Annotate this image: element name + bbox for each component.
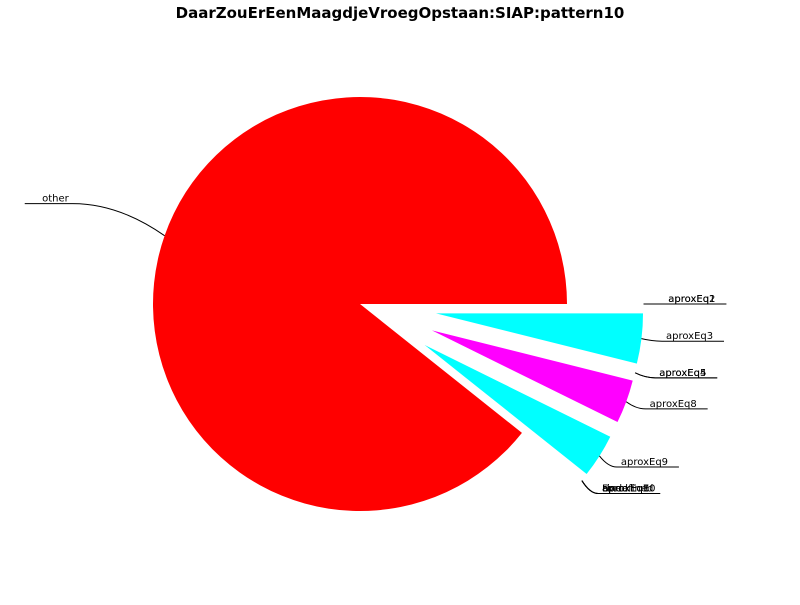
slice-label-undefined: Undefined (602, 484, 653, 495)
slice-label-aproxeq6: aproxEq6 (602, 484, 649, 495)
pie-slice-other (153, 96, 567, 511)
slice-label-aproxeq9: aproxEq9 (621, 457, 668, 468)
leader-line-aproxeq9 (599, 455, 679, 468)
pie-slice-aproxeq8 (431, 330, 633, 423)
slice-label-aproxeq10: aproxEq10 (602, 484, 656, 495)
leader-line-aproxeq3 (641, 338, 725, 342)
leader-line-aproxeq4 (634, 372, 718, 379)
leader-line-aproxeq10 (581, 480, 661, 495)
slice-label-aproxeq1: aproxEq1 (668, 294, 715, 305)
slice-label-aproxeq5: aproxEq5 (659, 368, 706, 379)
leader-line-other (24, 203, 165, 237)
slice-label-aproxeq7: aproxEq7 (602, 484, 649, 495)
slice-label-fixed: Fixed (602, 484, 628, 495)
slice-label-aproxeq8: aproxEq8 (650, 399, 697, 410)
pie-labels: otherFixedUndefinedaproxEq7aproxEq6aprox… (24, 194, 727, 495)
chart-title: DaarZouErEenMaagdjeVroegOpstaan:SIAP:pat… (176, 4, 625, 22)
slice-label-aproxeq4: aproxEq4 (659, 368, 706, 379)
pie-slice-aproxeq9 (424, 345, 611, 474)
slice-label-aproxeq2: aproxEq2 (668, 294, 715, 305)
slice-label-other: other (42, 194, 70, 205)
pie-slices (153, 96, 644, 511)
leader-line-aproxeq8 (625, 401, 708, 410)
slice-label-aproxeq3: aproxEq3 (666, 331, 713, 342)
pie-slice-aproxeq3 (436, 313, 644, 364)
